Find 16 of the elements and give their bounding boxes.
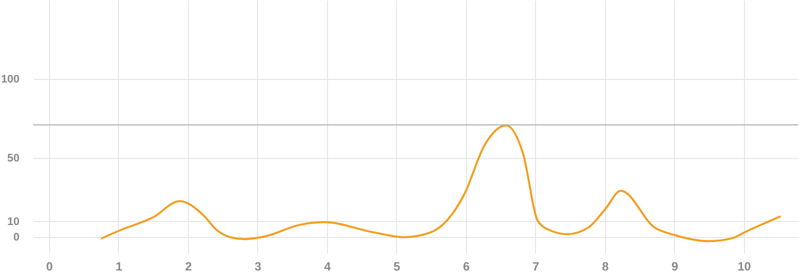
y-tick-label: 50 — [7, 152, 20, 165]
x-tick-label: 5 — [394, 260, 401, 272]
x-tick-label: 4 — [324, 260, 332, 272]
x-tick-label: 3 — [254, 260, 262, 272]
x-tick-label: 0 — [46, 260, 54, 272]
y-tick-label: 0 — [13, 232, 20, 244]
x-tick-label: 1 — [116, 260, 123, 272]
x-tick-label: 7 — [532, 260, 540, 272]
y-tick-label: 100 — [1, 74, 20, 86]
x-tick-label: 8 — [602, 260, 609, 272]
y-tick-label: 10 — [7, 216, 20, 228]
x-tick-label: 6 — [463, 260, 470, 272]
x-tick-label: 9 — [671, 260, 678, 272]
line-series — [100, 124, 782, 242]
x-tick-label: 2 — [185, 260, 192, 272]
x-tick-label: 10 — [738, 260, 752, 272]
